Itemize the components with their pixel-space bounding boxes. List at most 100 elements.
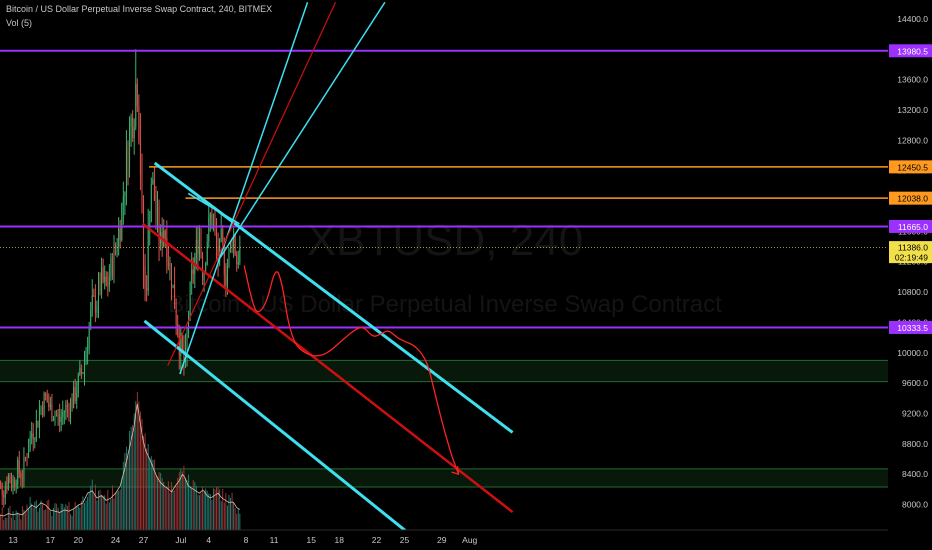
- candle-body-66: [96, 305, 98, 313]
- price-label-2: 12038.0: [897, 194, 928, 204]
- volume-bar-67: [97, 490, 99, 530]
- candle-body-100: [149, 222, 151, 227]
- candle-body-84: [124, 191, 126, 196]
- candle-body-33: [45, 393, 47, 396]
- volume-bar-109: [163, 481, 165, 530]
- time-tick-9: 15: [307, 535, 317, 545]
- volume-bar-4: [0, 514, 2, 530]
- volume-bar-140: [211, 500, 213, 530]
- candle-body-56: [80, 367, 82, 374]
- volume-bar-25: [32, 507, 34, 530]
- volume-bar-112: [167, 481, 169, 530]
- volume-bar-35: [48, 499, 50, 530]
- candle-body-63: [91, 295, 93, 311]
- candle-body-67: [97, 281, 99, 306]
- candle-body-78: [115, 244, 117, 248]
- candle-body-122: [183, 350, 185, 364]
- candle-body-45: [63, 411, 65, 413]
- candle-body-90: [133, 126, 135, 139]
- volume-indicator-label[interactable]: Vol (5): [6, 18, 33, 28]
- candle-body-125: [188, 315, 190, 333]
- volume-bar-34: [46, 500, 48, 530]
- volume-bar-8: [6, 517, 8, 530]
- volume-bar-142: [214, 489, 216, 530]
- volume-bar-103: [153, 459, 155, 530]
- volume-bar-49: [70, 514, 72, 530]
- price-label-3: 11665.0: [898, 222, 928, 232]
- price-label-box-3: [889, 219, 932, 233]
- candle-body-40: [56, 414, 58, 416]
- candle-body-149: [225, 275, 227, 286]
- candle-body-117: [175, 308, 177, 324]
- time-tick-14: Aug: [462, 535, 477, 545]
- volume-bar-37: [51, 515, 53, 530]
- volume-bar-79: [116, 491, 118, 530]
- volume-ma-line: [0, 403, 241, 517]
- candle-body-101: [150, 184, 152, 223]
- volume-bar-95: [141, 419, 143, 530]
- volume-bar-86: [127, 452, 129, 530]
- volume-bar-104: [155, 475, 157, 530]
- candle-body-81: [119, 228, 121, 241]
- candle-body-62: [90, 310, 92, 327]
- candle-body-43: [60, 417, 62, 422]
- price-tick-4: 12800.0: [897, 135, 928, 145]
- volume-bar-26: [34, 501, 36, 530]
- candle-body-136: [205, 264, 207, 273]
- volume-bar-133: [200, 493, 202, 530]
- volume-bar-75: [110, 499, 112, 530]
- candle-body-38: [52, 419, 54, 421]
- volume-bar-115: [172, 490, 174, 530]
- time-tick-10: 18: [335, 535, 345, 545]
- price-tick-9: 10800.0: [897, 287, 928, 297]
- candle-body-110: [164, 230, 166, 238]
- candle-body-99: [147, 226, 149, 291]
- price-tick-15: 8400.0: [902, 469, 928, 479]
- volume-bar-106: [158, 472, 160, 530]
- volume-bar-78: [115, 492, 117, 530]
- volume-bar-53: [76, 506, 78, 530]
- volume-bar-134: [202, 486, 204, 530]
- candle-body-55: [79, 367, 81, 375]
- volume-bar-98: [146, 448, 148, 530]
- volume-bar-42: [59, 512, 61, 530]
- candle-body-147: [222, 229, 224, 241]
- green-zone-1: [0, 468, 888, 488]
- time-axis[interactable]: 13 17 20 24 27 Jul 4 8 11 15 18 22 25 29 Aug: [0, 529, 932, 550]
- candle-body-104: [155, 200, 157, 214]
- volume-bar-156: [236, 513, 238, 530]
- candle-body-138: [208, 217, 210, 243]
- volume-bar-152: [230, 497, 231, 530]
- volume-bar-74: [108, 502, 110, 530]
- candle-body-124: [186, 332, 188, 352]
- volume-bar-29: [38, 507, 40, 530]
- time-tick-13: 29: [437, 535, 447, 545]
- time-tick-6: 4: [206, 535, 211, 545]
- volume-bar-121: [181, 471, 183, 530]
- volume-bar-155: [234, 508, 236, 530]
- candle-body-71: [104, 276, 106, 282]
- candle-body-51: [73, 387, 75, 408]
- candle-body-34: [46, 395, 48, 403]
- volume-bar-91: [135, 401, 137, 530]
- price-axis[interactable]: 14400.014000.013600.013200.012800.012400…: [888, 0, 932, 550]
- price-label-box-4: [889, 320, 932, 334]
- time-tick-7: 8: [244, 535, 249, 545]
- candle-body-114: [171, 263, 172, 289]
- volume-bar-92: [136, 391, 138, 530]
- volume-bar-44: [62, 503, 64, 530]
- volume-bar-96: [143, 435, 145, 530]
- candle-body-11: [11, 482, 12, 487]
- candle-body-20: [24, 457, 26, 459]
- price-axis-bg: [888, 0, 932, 550]
- volume-bar-66: [96, 500, 98, 530]
- volume-bar-154: [233, 502, 235, 530]
- volume-bar-147: [222, 488, 224, 530]
- candle-body-60: [87, 348, 89, 351]
- candle-body-105: [157, 207, 158, 214]
- candle-body-22: [28, 450, 30, 459]
- candle-body-14: [15, 484, 17, 486]
- candle-body-85: [125, 148, 127, 192]
- price-tick-0: 14400.0: [897, 14, 928, 24]
